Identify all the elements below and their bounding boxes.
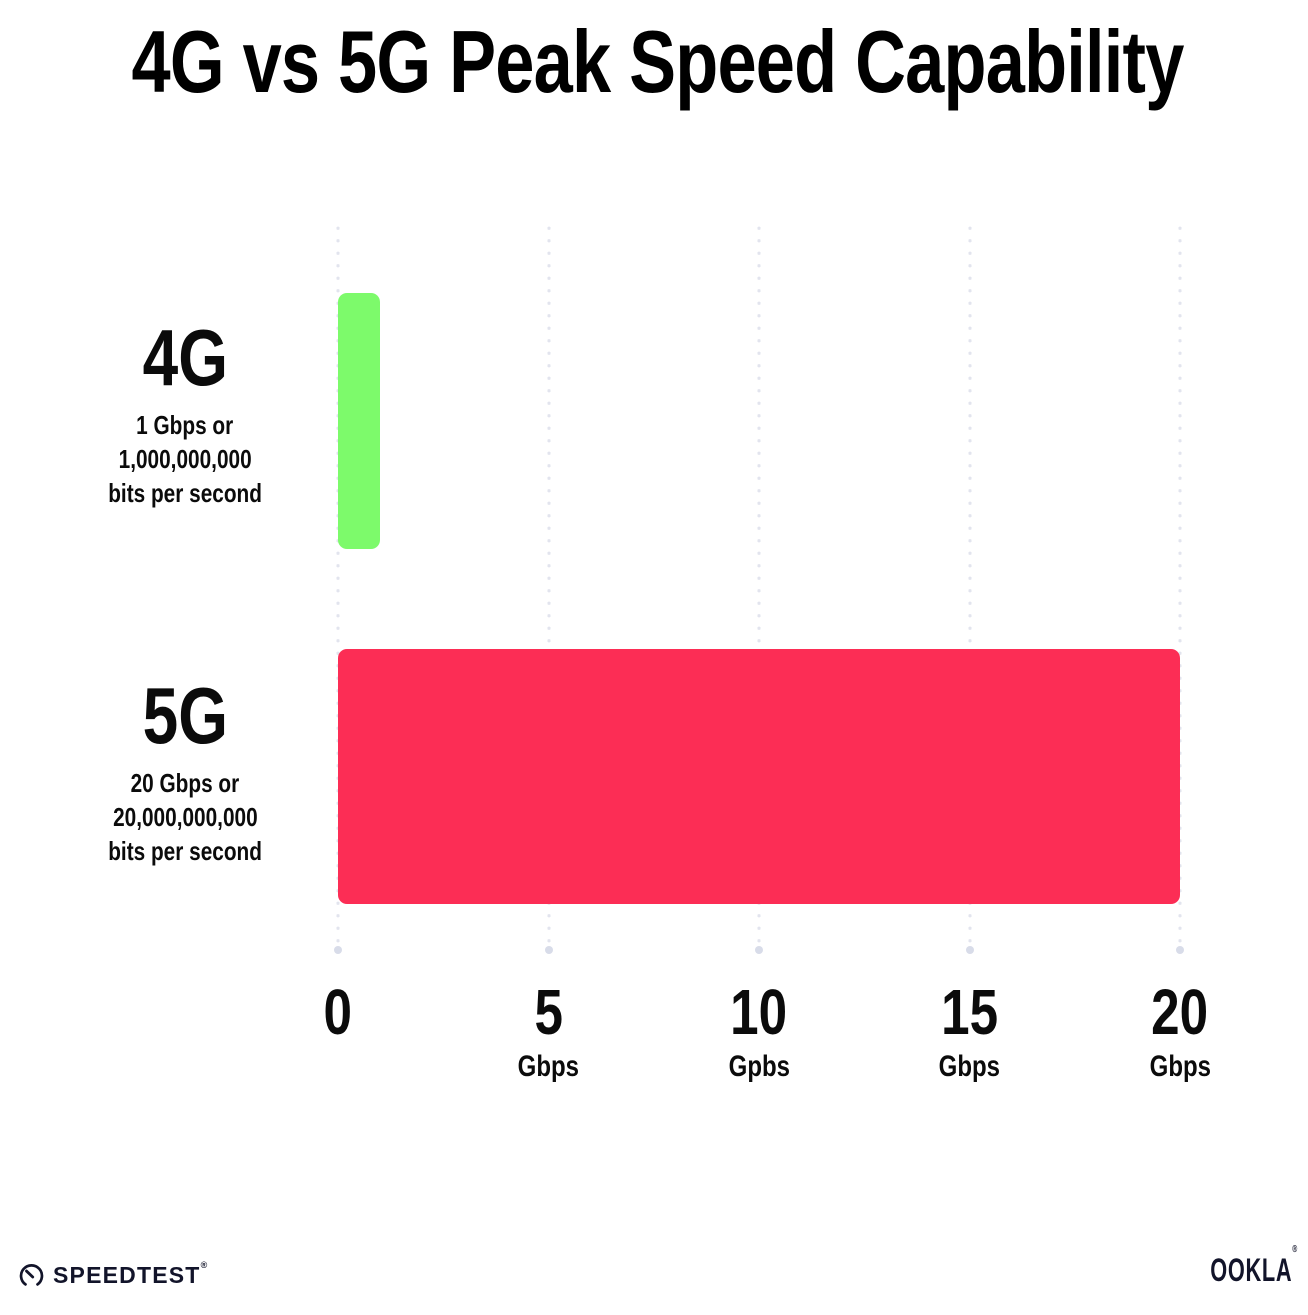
row-desc-4g-line2: 1,000,000,000 (118, 444, 252, 474)
x-tick-5-unit: Gbps (517, 1050, 580, 1083)
ookla-reg-mark: ® (1292, 1244, 1298, 1255)
x-tick-0: 0 (218, 980, 458, 1082)
gridline-10 (757, 222, 761, 945)
row-label-4g: 4G 1 Gbps or 1,000,000,000 bits per seco… (30, 318, 340, 510)
gridline-15 (967, 222, 972, 945)
row-desc-5g-line1: 20 Gbps or (130, 768, 240, 798)
row-desc-4g-line1: 1 Gbps or (136, 410, 234, 440)
gridline-20 (1178, 222, 1182, 945)
x-tick-10-value: 10 (730, 976, 788, 1048)
bar-5g (338, 649, 1180, 904)
plot-area (336, 222, 1182, 955)
x-tick-15: 15 Gbps (850, 980, 1090, 1082)
x-tick-0-unit (218, 1052, 458, 1082)
x-tick-5: 5 Gbps (429, 980, 669, 1082)
speedtest-logo: SPEEDTEST® (18, 1260, 209, 1289)
chart-title-text: 4G vs 5G Peak Speed Capability (131, 12, 1185, 111)
speedtest-reg-mark: ® (200, 1260, 209, 1270)
row-desc-5g-line3: bits per second (108, 836, 262, 866)
x-tick-15-unit: Gbps (938, 1050, 1001, 1083)
speedtest-wordmark: SPEEDTEST® (53, 1260, 209, 1288)
speedtest-gauge-icon (18, 1262, 45, 1289)
row-name-4g: 4G (142, 313, 228, 402)
x-tick-15-value: 15 (941, 976, 998, 1048)
x-tick-5-value: 5 (534, 976, 563, 1048)
row-desc-5g-line2: 20,000,000,000 (112, 802, 258, 832)
x-tick-20-value: 20 (1151, 976, 1209, 1048)
ookla-wordmark: OOKLA® (1210, 1244, 1298, 1288)
x-tick-0-value: 0 (323, 976, 353, 1048)
bar-4g (338, 293, 381, 549)
ookla-logo: OOKLA® (1169, 1244, 1298, 1289)
x-tick-10: 10 Gpbs (639, 980, 879, 1082)
row-desc-4g: 1 Gbps or 1,000,000,000 bits per second (30, 408, 340, 510)
row-desc-4g-line3: bits per second (108, 478, 262, 508)
x-tick-20: 20 Gbps (1060, 980, 1300, 1082)
x-axis: 0 5 Gbps 10 Gpbs 15 Gbps 20 Gbps (324, 980, 1211, 1110)
gridline-5 (546, 222, 551, 945)
row-desc-5g: 20 Gbps or 20,000,000,000 bits per secon… (30, 766, 340, 868)
chart-title: 4G vs 5G Peak Speed Capability (0, 12, 1308, 111)
row-name-5g: 5G (142, 671, 228, 760)
x-tick-20-unit: Gbps (1149, 1050, 1211, 1083)
row-label-5g: 5G 20 Gbps or 20,000,000,000 bits per se… (30, 676, 340, 868)
x-tick-10-unit: Gpbs (728, 1050, 790, 1083)
gridline-0 (336, 222, 340, 945)
